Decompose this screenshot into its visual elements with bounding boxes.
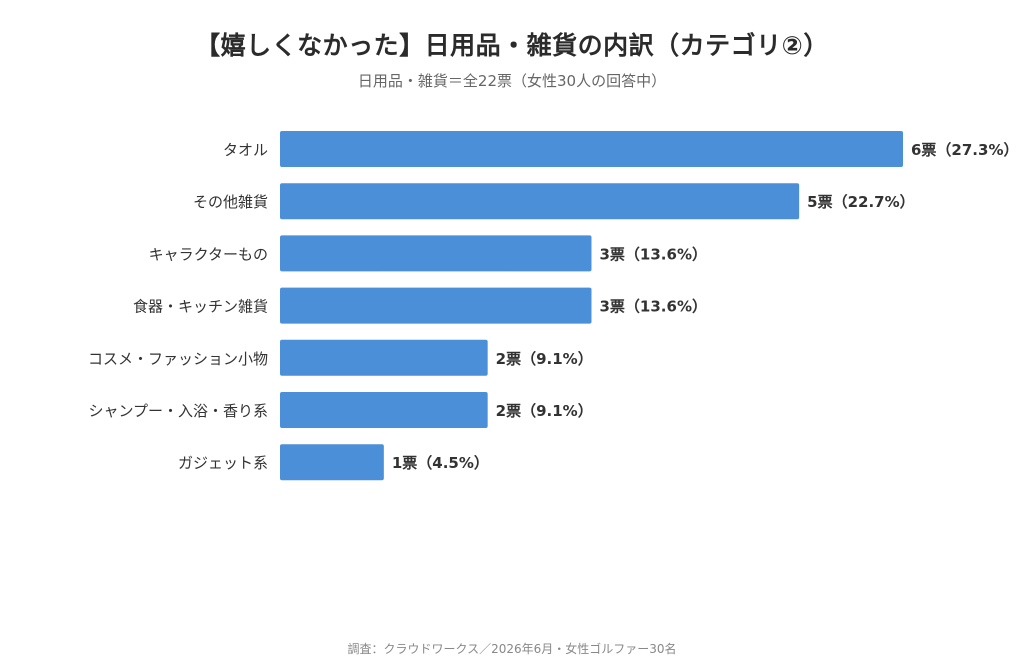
value-label: 3票（13.6%） <box>600 298 707 316</box>
bar <box>280 287 592 324</box>
bar <box>280 339 488 376</box>
value-label: 3票（13.6%） <box>600 245 707 263</box>
category-label: 食器・キッチン雑貨 <box>133 298 268 316</box>
bar <box>280 183 800 220</box>
value-label: 5票（22.7%） <box>807 193 914 211</box>
category-label: シャンプー・入浴・香り系 <box>88 402 268 420</box>
category-label: その他雑貨 <box>193 193 268 211</box>
chart-subtitle: 日用品・雑貨＝全22票（女性30人の回答中） <box>357 72 667 90</box>
category-label: ガジェット系 <box>178 454 268 472</box>
bar <box>280 392 488 428</box>
value-label: 2票（9.1%） <box>496 350 593 368</box>
category-label: コスメ・ファッション小物 <box>88 350 268 368</box>
source-note: 調査：クラウドワークス／2026年6月・女性ゴルファー30名 <box>347 642 677 656</box>
bar <box>280 235 592 272</box>
bar <box>280 131 903 167</box>
category-label: キャラクターもの <box>149 245 268 263</box>
value-label: 6票（27.3%） <box>911 141 1018 159</box>
value-label: 1票（4.5%） <box>392 454 489 472</box>
value-label: 2票（9.1%） <box>496 402 593 420</box>
category-label: タオル <box>223 141 268 159</box>
bar <box>280 444 384 481</box>
chart-title: 【嬉しくなかった】日用品・雑貨の内訳（カテゴリ②） <box>195 31 829 60</box>
